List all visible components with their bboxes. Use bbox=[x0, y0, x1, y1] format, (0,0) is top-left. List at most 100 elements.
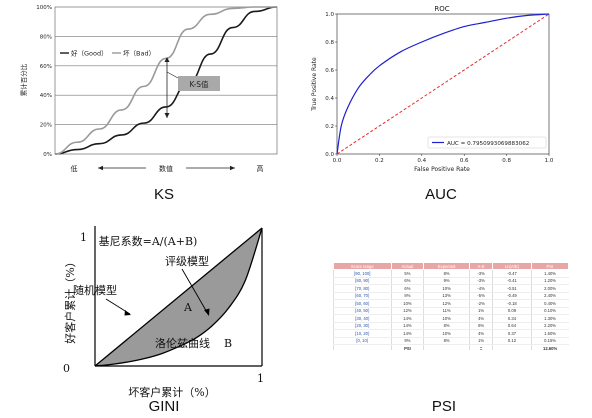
ks-legend-good: 好（Good） bbox=[71, 49, 108, 58]
psi-cell: 10% bbox=[390, 299, 424, 308]
gini-lorenz-curve bbox=[94, 227, 263, 367]
psi-cell: 6% bbox=[390, 284, 424, 293]
psi-cell: = bbox=[468, 344, 493, 350]
ks-annotation-box bbox=[178, 76, 220, 91]
roc-y-tick-label: 0.6 bbox=[325, 68, 334, 74]
gini-random-line bbox=[94, 227, 263, 367]
ks-gap-arrow-bottom bbox=[164, 113, 170, 118]
psi-table-row: [50, 60) 10% 12% -2% -0.18 0.40% bbox=[333, 299, 569, 308]
ks-legend: 好（Good） 坏（Bad） bbox=[60, 49, 155, 58]
psi-cell: 2.40% bbox=[530, 292, 569, 300]
roc-y-tick-label: 0.0 bbox=[325, 152, 334, 158]
gini-rating-pointer bbox=[181, 268, 209, 315]
ks-x-arrowhead-left bbox=[98, 165, 103, 171]
psi-table-row: [70, 80) 6% 10% -4% -0.51 2.00% bbox=[333, 284, 569, 293]
psi-cell: [10, 20) bbox=[333, 329, 392, 338]
psi-cell: 0.34 bbox=[492, 314, 532, 323]
psi-cell: 0.64 bbox=[492, 322, 532, 330]
gini-rating-model-label: 评级模型 bbox=[165, 254, 209, 268]
psi-column-header: PSI bbox=[530, 262, 569, 270]
roc-y-tick-label: 1.0 bbox=[325, 12, 334, 18]
psi-cell: 12% bbox=[390, 307, 424, 315]
psi-column-header: Expected bbox=[423, 262, 470, 270]
roc-y-tick-label: 0.8 bbox=[325, 40, 334, 46]
psi-cell: 0.10% bbox=[530, 307, 569, 315]
psi-cell: -0.18 bbox=[492, 299, 532, 308]
psi-cell: 1.40% bbox=[530, 269, 569, 278]
ks-y-tick-label: 100% bbox=[36, 5, 52, 11]
psi-cell: 1% bbox=[468, 307, 493, 315]
gini-x-one-label: 1 bbox=[257, 372, 264, 385]
psi-cell: 14% bbox=[390, 329, 424, 338]
psi-cell: [40, 50) bbox=[333, 307, 392, 315]
ks-y-tick-label: 40% bbox=[40, 93, 52, 99]
gini-lorenz-label: 洛伦兹曲线 bbox=[155, 336, 210, 350]
psi-cell: 0.12 bbox=[492, 337, 532, 345]
psi-cell: 0.09 bbox=[492, 307, 532, 315]
psi-cell: -0.47 bbox=[492, 269, 532, 278]
ks-y-tick-label: 0% bbox=[43, 152, 52, 158]
psi-cell: 6% bbox=[468, 322, 493, 330]
caption-psi: PSI bbox=[431, 398, 457, 415]
psi-cell: 8% bbox=[423, 337, 470, 345]
ks-legend-bad: 坏（Bad） bbox=[123, 50, 155, 58]
roc-x-tick-label: 0.8 bbox=[502, 158, 511, 164]
psi-cell: 0.15% bbox=[530, 337, 569, 345]
psi-cell: -0.51 bbox=[492, 284, 532, 293]
ks-x-low-label: 低 bbox=[71, 164, 78, 173]
psi-cell: -3% bbox=[468, 277, 493, 285]
psi-table-panel: Score range Actual Expected A-E Ln(A/E) PSI [… bbox=[333, 262, 569, 350]
roc-chart: ROC 0.0 0.2 0.4 0.6 0.8 1.0 0.0 0.2 0.4 0.6 0.8 1.0… bbox=[311, 5, 554, 173]
roc-legend-label: AUC = 0.7950993069883062 bbox=[447, 141, 529, 147]
psi-cell: PSI bbox=[390, 344, 424, 350]
psi-cell: 4% bbox=[468, 314, 493, 323]
ks-y-axis-label: 累计百分比 bbox=[19, 63, 28, 96]
psi-cell: 2.20% bbox=[530, 322, 569, 330]
psi-table-row: [0, 10) 9% 8% 1% 0.12 0.15% bbox=[333, 337, 569, 345]
gini-y-one-label: 1 bbox=[80, 231, 87, 244]
psi-cell: -0.41 bbox=[492, 277, 532, 285]
roc-x-tick-label: 0.6 bbox=[460, 158, 469, 164]
ks-grid bbox=[55, 36, 277, 125]
psi-cell: 1.30% bbox=[530, 314, 569, 323]
psi-cell: 0.40% bbox=[530, 299, 569, 308]
psi-cell: 9% bbox=[423, 277, 470, 285]
gini-chart: 0 1 1 基尼系数=A/(A+B) 评级模型 随机模型 A 洛伦兹曲线 B 坏… bbox=[63, 226, 264, 399]
psi-cell: [60, 70) bbox=[333, 292, 392, 300]
gini-region-b: B bbox=[224, 337, 232, 350]
psi-cell bbox=[333, 344, 392, 350]
roc-y-tick-label: 0.4 bbox=[325, 96, 334, 102]
psi-cell: 0.37 bbox=[492, 329, 532, 338]
roc-curve bbox=[336, 13, 550, 155]
psi-cell: 12.60% bbox=[530, 344, 569, 350]
gini-x-axis-label: 坏客户累计（%） bbox=[128, 385, 215, 399]
psi-cell bbox=[492, 344, 532, 350]
gini-random-model-label: 随机模型 bbox=[73, 283, 117, 297]
psi-cell: [30, 40) bbox=[333, 314, 392, 323]
roc-y-tick-label: 0.2 bbox=[325, 124, 334, 130]
ks-chart: 0% 20% 40% 60% 80% 100% 好（Good） 坏（Bad） K-S值 累… bbox=[19, 5, 278, 173]
psi-cell: 14% bbox=[390, 322, 424, 330]
ks-x-high-label: 高 bbox=[257, 164, 264, 173]
gini-random-arrowhead bbox=[124, 310, 131, 316]
psi-table-row: [30, 40) 14% 10% 4% 0.34 1.30% bbox=[333, 314, 569, 323]
ks-x-arrowhead-right bbox=[230, 165, 235, 171]
ks-lines bbox=[54, 6, 278, 155]
psi-table-row: [10, 20) 14% 10% 4% 0.37 1.50% bbox=[333, 329, 569, 338]
gini-origin-label: 0 bbox=[63, 362, 70, 375]
psi-cell: [0, 10) bbox=[333, 337, 392, 345]
psi-cell: 4% bbox=[468, 329, 493, 338]
psi-cell: -5% bbox=[468, 292, 493, 300]
ks-annotation-pointer bbox=[166, 71, 179, 79]
roc-lines bbox=[336, 13, 550, 155]
roc-x-tick-label: 1.0 bbox=[545, 158, 554, 164]
psi-cell: 1% bbox=[468, 337, 493, 345]
psi-cell: 8% bbox=[390, 292, 424, 300]
psi-column-header: Actual bbox=[390, 262, 425, 270]
psi-table-row: [80, 90) 6% 9% -3% -0.41 1.20% bbox=[333, 277, 569, 285]
psi-cell: 9% bbox=[390, 337, 424, 345]
psi-cell: 1.50% bbox=[530, 329, 569, 338]
roc-x-tick-label: 0.0 bbox=[333, 158, 342, 164]
psi-cell: 6% bbox=[390, 277, 424, 285]
ks-y-ticks: 0% 20% 40% 60% 80% 100% bbox=[36, 5, 52, 158]
